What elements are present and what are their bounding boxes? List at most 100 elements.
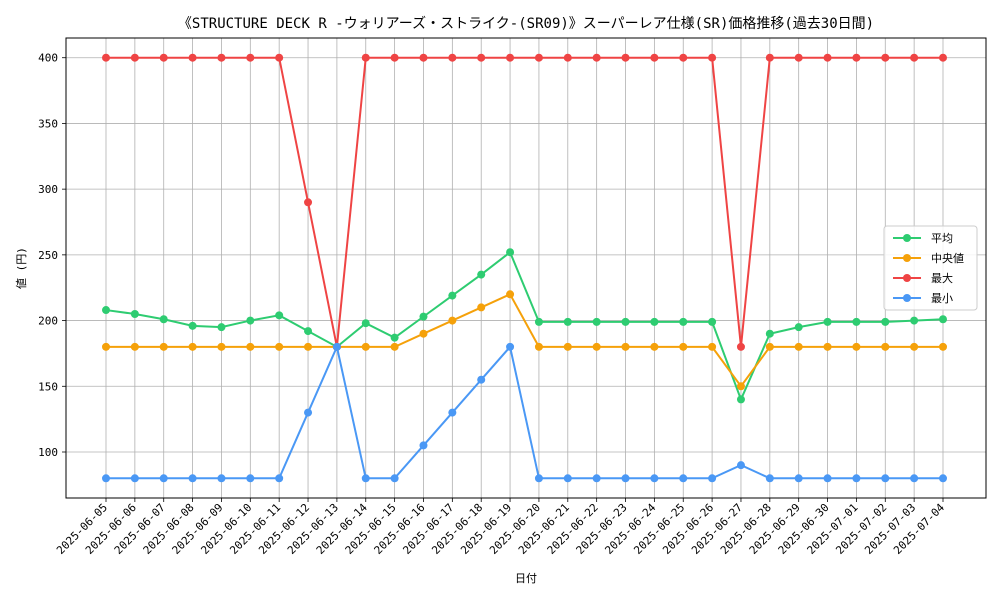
data-point	[159, 315, 168, 324]
data-point	[246, 316, 255, 325]
data-point	[246, 474, 255, 483]
data-point	[765, 342, 774, 351]
data-point	[563, 474, 572, 483]
data-point	[679, 342, 688, 351]
legend-label: 中央値	[931, 252, 964, 265]
x-axis-label: 日付	[515, 572, 537, 585]
data-point	[246, 53, 255, 62]
data-point	[419, 312, 428, 321]
data-point	[563, 53, 572, 62]
data-point	[881, 317, 890, 326]
data-point	[939, 53, 947, 62]
series-line	[105, 250, 944, 403]
data-point	[506, 53, 515, 62]
data-point	[736, 342, 745, 351]
data-point	[361, 53, 370, 62]
data-point	[390, 53, 399, 62]
data-point	[534, 342, 543, 351]
data-point	[130, 342, 139, 351]
data-point	[477, 375, 486, 384]
data-point	[275, 53, 284, 62]
data-point	[823, 474, 832, 483]
data-point	[765, 474, 774, 483]
y-tick-label: 100	[38, 446, 58, 459]
data-point	[275, 474, 284, 483]
series-平均	[102, 248, 947, 404]
grid-lines	[66, 38, 986, 498]
data-point	[679, 317, 688, 326]
data-point	[765, 53, 774, 62]
data-point	[477, 53, 486, 62]
data-point	[534, 53, 543, 62]
data-point	[102, 474, 110, 483]
data-point	[506, 290, 515, 299]
legend-label: 最大	[931, 271, 953, 285]
y-tick-label: 200	[38, 315, 58, 328]
data-point	[736, 461, 745, 470]
data-point	[592, 342, 601, 351]
data-point	[679, 474, 688, 483]
data-point	[188, 321, 197, 330]
data-point	[130, 474, 139, 483]
data-point	[881, 474, 890, 483]
data-point	[534, 317, 543, 326]
y-tick-label: 250	[38, 249, 58, 262]
data-point	[159, 474, 168, 483]
data-point	[188, 474, 197, 483]
data-point	[765, 329, 774, 338]
data-point	[881, 53, 890, 62]
data-point	[304, 342, 313, 351]
legend-marker	[903, 234, 911, 242]
data-point	[910, 53, 919, 62]
data-point	[188, 53, 197, 62]
series-line	[106, 56, 943, 348]
data-point	[390, 342, 399, 351]
data-point	[217, 342, 226, 351]
data-point	[621, 342, 630, 351]
data-point	[592, 317, 601, 326]
data-point	[506, 342, 515, 351]
data-point	[390, 474, 399, 483]
data-point	[448, 291, 457, 300]
data-point	[419, 441, 428, 450]
data-point	[794, 53, 803, 62]
data-point	[275, 311, 284, 320]
data-point	[852, 53, 861, 62]
data-point	[592, 474, 601, 483]
data-point	[448, 316, 457, 325]
data-point	[881, 342, 890, 351]
data-point	[159, 342, 168, 351]
data-point	[304, 408, 313, 417]
data-point	[304, 327, 313, 336]
legend-box	[883, 225, 978, 311]
data-point	[102, 342, 110, 351]
data-point	[390, 333, 399, 342]
data-point	[736, 382, 745, 391]
series-line	[106, 292, 943, 388]
data-point	[823, 53, 832, 62]
data-point	[823, 342, 832, 351]
data-point	[534, 474, 543, 483]
data-point	[736, 395, 745, 404]
data-point	[794, 474, 803, 483]
data-point	[621, 53, 630, 62]
data-point	[102, 306, 110, 315]
data-point	[939, 342, 947, 351]
legend-label: 最小	[931, 292, 953, 305]
data-point	[650, 317, 659, 326]
data-point	[794, 323, 803, 332]
data-point	[650, 53, 659, 62]
series-最小	[102, 342, 947, 483]
data-point	[217, 474, 226, 483]
data-point	[246, 342, 255, 351]
data-point	[563, 342, 572, 351]
series-layer	[102, 53, 947, 483]
data-point	[332, 342, 341, 351]
series-中央値	[102, 290, 947, 391]
series-最大	[102, 53, 947, 351]
data-point	[361, 342, 370, 351]
data-point	[823, 317, 832, 326]
y-tick-label: 150	[38, 380, 58, 393]
